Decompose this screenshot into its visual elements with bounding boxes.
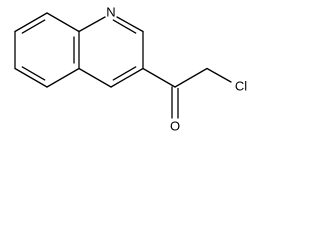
bond: [21, 19, 46, 34]
bond: [206, 67, 232, 83]
bond: [46, 67, 80, 88]
bond: [21, 66, 46, 81]
bond: [14, 67, 48, 88]
bond: [112, 66, 137, 81]
bond: [174, 67, 208, 88]
atom-label: N: [106, 4, 115, 19]
bond: [142, 67, 176, 88]
atom-label: O: [170, 118, 180, 133]
bond: [116, 16, 144, 33]
bond: [112, 19, 137, 34]
bond: [78, 67, 112, 88]
bond: [46, 12, 80, 33]
bond: [110, 67, 144, 88]
bond: [78, 16, 106, 33]
bond: [14, 12, 48, 33]
structure-diagram: N O Cl: [14, 4, 247, 133]
atom-label: Cl: [235, 78, 247, 93]
